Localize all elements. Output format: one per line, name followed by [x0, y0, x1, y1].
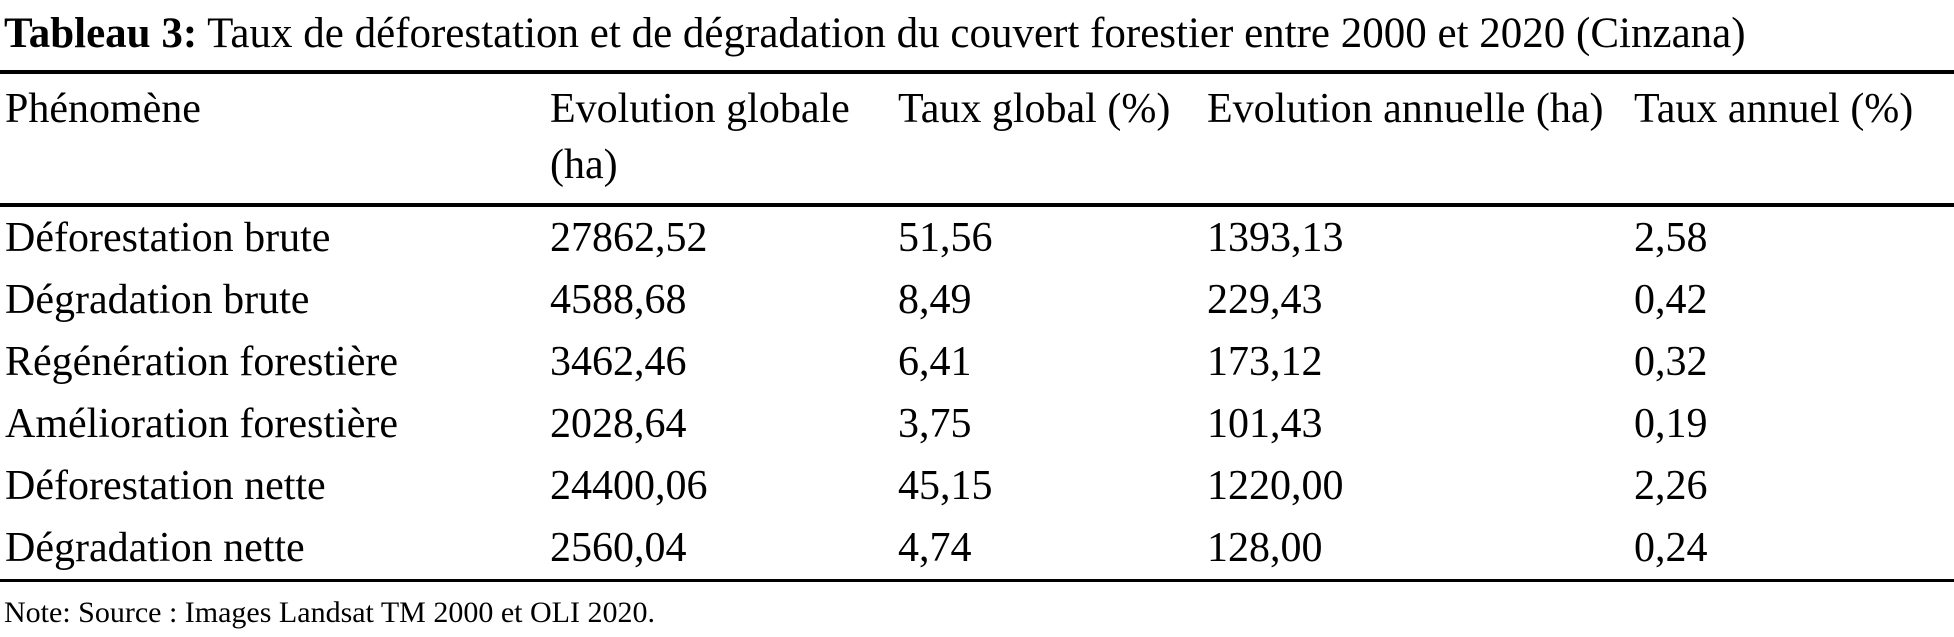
- table-row: Amélioration forestière 2028,64 3,75 101…: [0, 393, 1954, 455]
- cell-taux-annuel: 0,24: [1634, 517, 1954, 582]
- cell-taux-annuel: 2,58: [1634, 215, 1708, 261]
- data-table: Phénomène Evolution globale (ha) Taux gl…: [0, 74, 1954, 582]
- table-row: Déforestation brute 27862,52 51,56 1393,…: [0, 205, 1954, 269]
- cell-evolution-globale: 27862,52: [550, 215, 708, 261]
- cell-taux-annuel: 0,32: [1634, 339, 1708, 385]
- cell-evolution-annuelle: 173,12: [1207, 339, 1323, 385]
- column-header-evolution-annuelle: Evolution annuelle (ha): [1207, 74, 1634, 207]
- cell-evolution-annuelle: 1393,13: [1207, 215, 1344, 261]
- table-caption-label: Tableau 3:: [4, 10, 198, 57]
- table-row: Régénération forestière 3462,46 6,41 173…: [0, 331, 1954, 393]
- table-caption: Tableau 3: Taux de déforestation et de d…: [0, 0, 1954, 74]
- header-row: Phénomène Evolution globale (ha) Taux gl…: [0, 74, 1954, 207]
- table-note: Note: Source : Images Landsat TM 2000 et…: [4, 596, 655, 629]
- cell-taux-annuel: 2,26: [1634, 463, 1708, 509]
- column-header-phenomene: Phénomène: [0, 74, 550, 207]
- cell-taux-annuel: 0,42: [1634, 277, 1708, 323]
- column-header-taux-annuel: Taux annuel (%): [1634, 74, 1954, 207]
- cell-phenomene: Régénération forestière: [5, 339, 398, 385]
- cell-evolution-annuelle: 128,00: [1207, 517, 1634, 582]
- cell-phenomene: Dégradation nette: [0, 517, 550, 582]
- cell-evolution-annuelle: 229,43: [1207, 277, 1323, 323]
- cell-evolution-annuelle: 101,43: [1207, 401, 1323, 447]
- cell-phenomene: Amélioration forestière: [5, 401, 399, 447]
- table-row: Dégradation brute 4588,68 8,49 229,43 0,…: [0, 269, 1954, 331]
- cell-taux-global: 3,75: [898, 401, 972, 447]
- cell-taux-global: 8,49: [898, 277, 972, 323]
- cell-phenomene: Déforestation brute: [5, 215, 331, 261]
- cell-phenomene: Déforestation nette: [5, 463, 326, 509]
- table-caption-text: Taux de déforestation et de dégradation …: [197, 10, 1746, 57]
- column-header-taux-global: Taux global (%): [898, 74, 1207, 207]
- column-header-evolution-globale: Evolution globale (ha): [550, 74, 898, 207]
- cell-evolution-globale: 2560,04: [550, 517, 898, 582]
- cell-taux-global: 45,15: [898, 463, 993, 509]
- cell-phenomene: Dégradation brute: [5, 277, 310, 323]
- cell-taux-annuel: 0,19: [1634, 401, 1708, 447]
- cell-evolution-globale: 4588,68: [550, 277, 687, 323]
- cell-evolution-globale: 2028,64: [550, 401, 687, 447]
- cell-taux-global: 51,56: [898, 215, 993, 261]
- table-row: Dégradation nette 2560,04 4,74 128,00 0,…: [0, 517, 1954, 582]
- cell-evolution-globale: 24400,06: [550, 463, 708, 509]
- cell-taux-global: 4,74: [898, 517, 1207, 582]
- cell-evolution-annuelle: 1220,00: [1207, 463, 1344, 509]
- cell-taux-global: 6,41: [898, 339, 972, 385]
- cell-evolution-globale: 3462,46: [550, 339, 687, 385]
- table-row: Déforestation nette 24400,06 45,15 1220,…: [0, 455, 1954, 517]
